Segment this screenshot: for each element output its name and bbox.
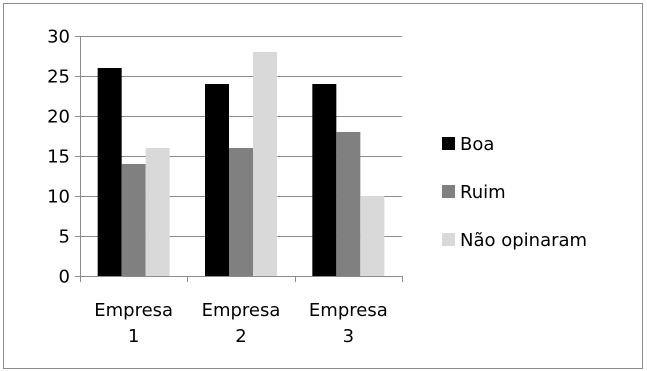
x-tick-labels: Empresa 1 Empresa 2 Empresa 3: [94, 300, 387, 347]
y-tick-label-30: 30: [47, 27, 70, 48]
bar-boa-cat-2: [205, 84, 229, 276]
x-tick-label-3-line-2: 3: [343, 326, 354, 347]
legend-label-1: Boa: [460, 134, 494, 155]
axes: [75, 36, 403, 282]
y-tick-label-15: 15: [47, 147, 70, 168]
legend: Boa Ruim Não opinaram: [442, 134, 587, 251]
y-tick-label-5: 5: [59, 227, 70, 248]
bar-n-o-opinaram-cat-3: [360, 196, 385, 276]
legend-swatch-3: [442, 233, 455, 246]
bar-ruim-cat-2: [229, 148, 253, 276]
x-tick-label-2-line-1: Empresa: [202, 300, 281, 321]
x-tick-label-1-line-1: Empresa: [94, 300, 173, 321]
bar-ruim-cat-3: [336, 132, 361, 276]
x-tick-label-2-line-2: 2: [235, 326, 246, 347]
bar-n-o-opinaram-cat-2: [253, 52, 277, 276]
bar-boa-cat-1: [97, 68, 122, 276]
legend-swatch-1: [442, 137, 455, 150]
legend-label-2: Ruim: [460, 182, 506, 203]
legend-swatch-2: [442, 185, 455, 198]
y-tick-label-20: 20: [47, 107, 70, 128]
x-tick-label-3-line-1: Empresa: [309, 300, 388, 321]
y-tick-label-0: 0: [59, 267, 70, 288]
x-tick-label-1-line-2: 1: [128, 326, 139, 347]
legend-label-3: Não opinaram: [460, 230, 587, 251]
y-tick-labels: 0 5 10 15 20 25 30: [47, 27, 70, 288]
bar-boa-cat-3: [312, 84, 337, 276]
bar-n-o-opinaram-cat-1: [145, 148, 170, 276]
y-tick-label-25: 25: [47, 67, 70, 88]
bar-ruim-cat-1: [121, 164, 146, 276]
bars: [97, 52, 385, 276]
y-tick-label-10: 10: [47, 187, 70, 208]
